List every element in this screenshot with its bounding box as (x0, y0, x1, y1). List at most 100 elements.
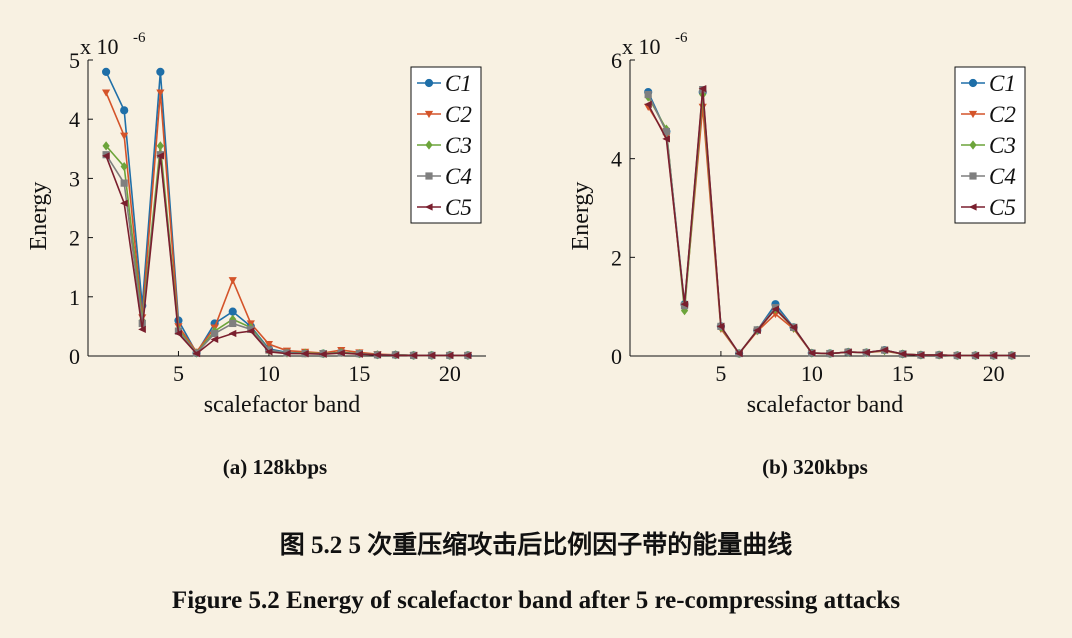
data-point-c5 (445, 351, 454, 360)
legend-label: C4 (989, 164, 1016, 189)
x-tick-label: 15 (348, 361, 370, 386)
chart-b: 0 2 4 6 5 10 15 20 x 10 -6 scalefactor band Energy C… (568, 30, 1030, 418)
legend-marker (425, 172, 433, 180)
data-point-c3 (156, 141, 164, 151)
x-tick-label: 5 (715, 361, 726, 386)
data-point-c4 (211, 329, 219, 338)
data-point-c5 (319, 350, 327, 358)
y-tick-label: 1 (69, 285, 80, 310)
figure-caption-en: Figure 5.2 Energy of scalefactor band af… (171, 587, 901, 614)
legend-label: C3 (989, 133, 1016, 158)
legend-label: C5 (445, 195, 472, 220)
data-point-c4 (662, 127, 670, 136)
data-point-c5 (680, 300, 689, 308)
legend-label: C5 (989, 195, 1016, 220)
data-point-c5 (210, 335, 219, 344)
x-tick-label: 20 (439, 361, 461, 386)
data-point-c4 (229, 319, 237, 328)
legend-label: C3 (445, 133, 472, 158)
data-point-c5 (373, 351, 382, 359)
data-point-c5 (300, 350, 309, 358)
data-point-c2 (771, 310, 780, 319)
data-point-c5 (753, 326, 761, 334)
data-point-c5 (862, 348, 870, 357)
legend: C1 C2 C3 C4 C5 (954, 66, 1026, 224)
y-exponent-label: x 10 (622, 34, 661, 59)
legend-label: C4 (445, 164, 472, 189)
data-point-c5 (844, 348, 852, 356)
legend-marker (968, 203, 977, 211)
data-point-c3 (102, 141, 110, 151)
data-point-c5 (337, 349, 345, 357)
data-point-c5 (971, 351, 980, 360)
data-point-c2 (264, 341, 274, 349)
legend-marker (424, 78, 434, 88)
data-point-c5 (156, 152, 164, 160)
data-point-c5 (391, 351, 400, 360)
data-point-c5 (120, 199, 128, 207)
y-exponent-power: -6 (133, 30, 146, 46)
data-point-c1 (101, 67, 111, 76)
data-point-c5 (934, 351, 943, 359)
data-point-c4 (120, 179, 128, 187)
legend: C1 C2 C3 C4 C5 (410, 66, 482, 224)
data-point-c5 (101, 152, 110, 160)
y-tick-label: 3 (69, 166, 80, 191)
data-point-c2 (228, 277, 237, 285)
data-point-c5 (409, 351, 418, 360)
legend-label: C2 (989, 102, 1016, 127)
data-point-c5 (916, 351, 925, 359)
legend-marker (425, 140, 433, 150)
x-axis-label: scalefactor band (204, 392, 361, 418)
y-tick-label: 6 (611, 48, 622, 73)
y-tick-label: 0 (611, 344, 622, 369)
data-point-c5 (138, 325, 146, 333)
data-point-c2 (101, 89, 111, 97)
data-point-c5 (644, 100, 652, 108)
data-point-c2 (698, 103, 707, 111)
legend-marker (968, 78, 978, 88)
data-point-c5 (1007, 351, 1016, 360)
y-exponent-label: x 10 (80, 34, 119, 59)
legend-label: C1 (445, 71, 472, 96)
data-point-c2 (120, 132, 129, 140)
data-point-c5 (355, 350, 363, 358)
data-point-c5 (264, 348, 273, 356)
subcaption-a: (a) 128kbps (222, 455, 328, 479)
x-tick-label: 15 (892, 361, 914, 386)
y-tick-label: 5 (69, 48, 80, 73)
data-point-c5 (898, 350, 907, 358)
data-point-c5 (734, 349, 743, 358)
data-point-c1 (156, 67, 165, 76)
data-point-c3 (120, 161, 128, 172)
legend-marker (968, 110, 978, 119)
x-tick-label: 10 (258, 361, 280, 386)
data-point-c5 (771, 305, 780, 313)
x-axis-label: scalefactor band (747, 392, 904, 418)
legend-label: C1 (989, 71, 1016, 96)
data-point-c5 (989, 351, 998, 360)
data-point-c5 (282, 350, 291, 358)
x-tick-label: 5 (173, 361, 184, 386)
y-tick-label: 0 (69, 344, 80, 369)
data-point-c5 (662, 135, 670, 143)
y-axis-label: Energy (26, 182, 52, 251)
legend-marker (969, 172, 977, 180)
data-point-c4 (644, 90, 652, 99)
data-point-c1 (120, 106, 129, 115)
data-point-c5 (192, 350, 201, 358)
data-point-c5 (174, 329, 183, 338)
chart-a: 0 1 2 3 4 5 5 10 15 20 x 10 -6 scalefactor band Energ… (26, 30, 486, 418)
data-point-c5 (807, 349, 816, 357)
legend-marker (424, 203, 433, 211)
data-point-c5 (228, 329, 237, 338)
figure-caption-cn: 图 5.2 5 次重压缩攻击后比例因子带的能量曲线 (279, 532, 793, 559)
y-tick-label: 4 (611, 147, 622, 172)
data-point-c3 (229, 314, 237, 324)
legend-label: C2 (445, 102, 472, 127)
data-point-c5 (427, 351, 436, 360)
y-axis-label: Energy (568, 182, 594, 251)
data-point-c1 (228, 307, 237, 316)
data-point-c5 (825, 349, 834, 358)
